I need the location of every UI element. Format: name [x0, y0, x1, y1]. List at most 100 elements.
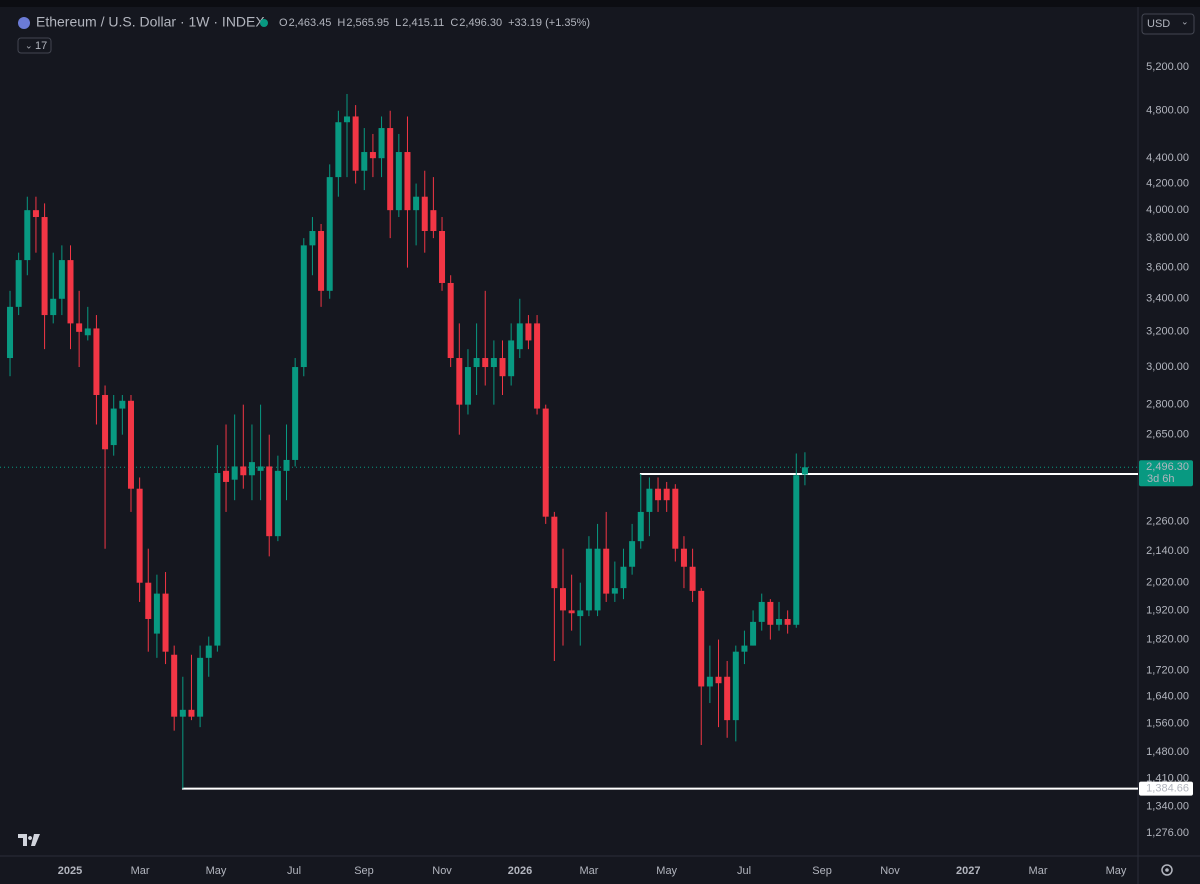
- change: +33.19 (+1.35%): [508, 17, 590, 29]
- candle-body: [162, 593, 169, 652]
- candle-body: [447, 282, 454, 359]
- candle-body: [15, 260, 22, 307]
- y-tick-label: 1,720.00: [1146, 664, 1189, 676]
- currency-label: USD: [1147, 18, 1170, 30]
- candle-body: [801, 467, 808, 475]
- candle-body: [153, 593, 160, 634]
- y-tick-label: 5,200.00: [1146, 61, 1189, 73]
- candle-body: [741, 645, 748, 652]
- ohlc-key: O: [279, 17, 288, 29]
- candle-body: [292, 367, 299, 460]
- ohlc-value: 2,565.95: [346, 17, 389, 29]
- x-tick-label: Sep: [812, 865, 832, 877]
- candle-body: [732, 651, 739, 721]
- candle-body: [784, 618, 791, 625]
- candle-body: [508, 340, 515, 377]
- y-tick-label: 4,800.00: [1146, 105, 1189, 117]
- candle-body: [309, 231, 316, 246]
- candle-body: [473, 358, 480, 368]
- y-tick-label: 1,920.00: [1146, 604, 1189, 616]
- candle-body: [689, 566, 696, 591]
- candle-body: [542, 408, 549, 517]
- status-dot: [260, 19, 268, 27]
- x-tick-label: May: [656, 865, 677, 877]
- x-tick-label: Jul: [287, 865, 301, 877]
- candle-body: [352, 116, 359, 171]
- candle-body: [534, 323, 541, 409]
- candle-body: [499, 358, 506, 377]
- y-tick-label: 4,400.00: [1146, 152, 1189, 164]
- candle-body: [646, 488, 653, 512]
- candle-body: [67, 260, 74, 324]
- candle-body: [568, 610, 575, 614]
- x-tick-label: Nov: [880, 865, 900, 877]
- y-tick-label: 3,200.00: [1146, 326, 1189, 338]
- candle-body: [335, 122, 342, 178]
- last-price-label: 2,496.30: [1146, 461, 1189, 473]
- candle-body: [395, 152, 402, 211]
- candle-body: [223, 470, 230, 482]
- x-tick-label: May: [1106, 865, 1127, 877]
- candle-body: [724, 676, 731, 721]
- x-tick-label: Mar: [1029, 865, 1048, 877]
- candle-body: [706, 676, 713, 687]
- candle-body: [205, 645, 212, 658]
- candle-body: [231, 466, 238, 480]
- candle-body: [421, 196, 428, 232]
- candle-body: [439, 231, 446, 283]
- candle-body: [456, 358, 463, 405]
- candle-body: [84, 328, 91, 336]
- currency-button[interactable]: [1141, 13, 1195, 35]
- y-tick-label: 2,800.00: [1146, 399, 1189, 411]
- candle-body: [767, 601, 774, 625]
- y-tick-label: 1,820.00: [1146, 633, 1189, 645]
- y-tick-label: 1,480.00: [1146, 746, 1189, 758]
- candle-body: [136, 488, 143, 583]
- candle-body: [179, 709, 186, 717]
- candle-body: [318, 231, 325, 291]
- level-tag: [1139, 781, 1193, 796]
- candle-body: [248, 462, 255, 476]
- symbol-title[interactable]: Ethereum / U.S. Dollar · 1W · INDEX: [36, 14, 265, 30]
- y-tick-label: 2,020.00: [1146, 577, 1189, 589]
- countdown-label: 3d 6h: [1147, 473, 1175, 485]
- candle-body: [594, 548, 601, 611]
- ohlc-value: 2,415.11: [402, 17, 444, 29]
- candle-body: [413, 196, 420, 211]
- candle-body: [188, 709, 195, 717]
- candle-body: [577, 610, 584, 617]
- candle-body: [525, 323, 532, 341]
- candle-body: [214, 473, 221, 646]
- gear[interactable]: [1161, 864, 1173, 876]
- candle-body: [715, 676, 722, 684]
- y-tick-label: 3,600.00: [1146, 262, 1189, 274]
- x-tick-label: Sep: [354, 865, 374, 877]
- x-tick-label: Nov: [432, 865, 452, 877]
- symbol-icon: [18, 17, 30, 29]
- candle-body: [629, 541, 636, 567]
- candle-body: [793, 475, 800, 625]
- y-tick-label: 3,800.00: [1146, 232, 1189, 244]
- ohlc-key: H: [337, 17, 345, 29]
- ohlc-legend: O 2,463.45 H 2,565.95 L 2,415.11 C 2,496.30 +33.…: [279, 17, 590, 29]
- ohlc-key: L: [395, 17, 401, 29]
- candle-body: [257, 466, 264, 471]
- settings-icon[interactable]: [1161, 864, 1173, 876]
- candle-body: [551, 516, 558, 589]
- indicator-toggle[interactable]: [17, 37, 52, 54]
- candle-body: [378, 128, 385, 159]
- candle-body: [758, 601, 765, 622]
- candle-body: [672, 488, 679, 549]
- candle-body: [58, 260, 65, 299]
- level-tag-label: 1,384.66: [1146, 783, 1189, 795]
- x-tick-label: 2025: [58, 865, 82, 877]
- last-price-tag: [1139, 460, 1193, 487]
- top-strip: [0, 0, 1200, 7]
- candle-body: [110, 408, 117, 446]
- y-tick-label: 1,276.00: [1146, 827, 1189, 839]
- candle-body: [41, 217, 48, 316]
- ohlc-value: 2,463.45: [289, 17, 332, 29]
- candle-body: [637, 511, 644, 542]
- candle-body: [490, 358, 497, 368]
- candle-body: [603, 548, 610, 594]
